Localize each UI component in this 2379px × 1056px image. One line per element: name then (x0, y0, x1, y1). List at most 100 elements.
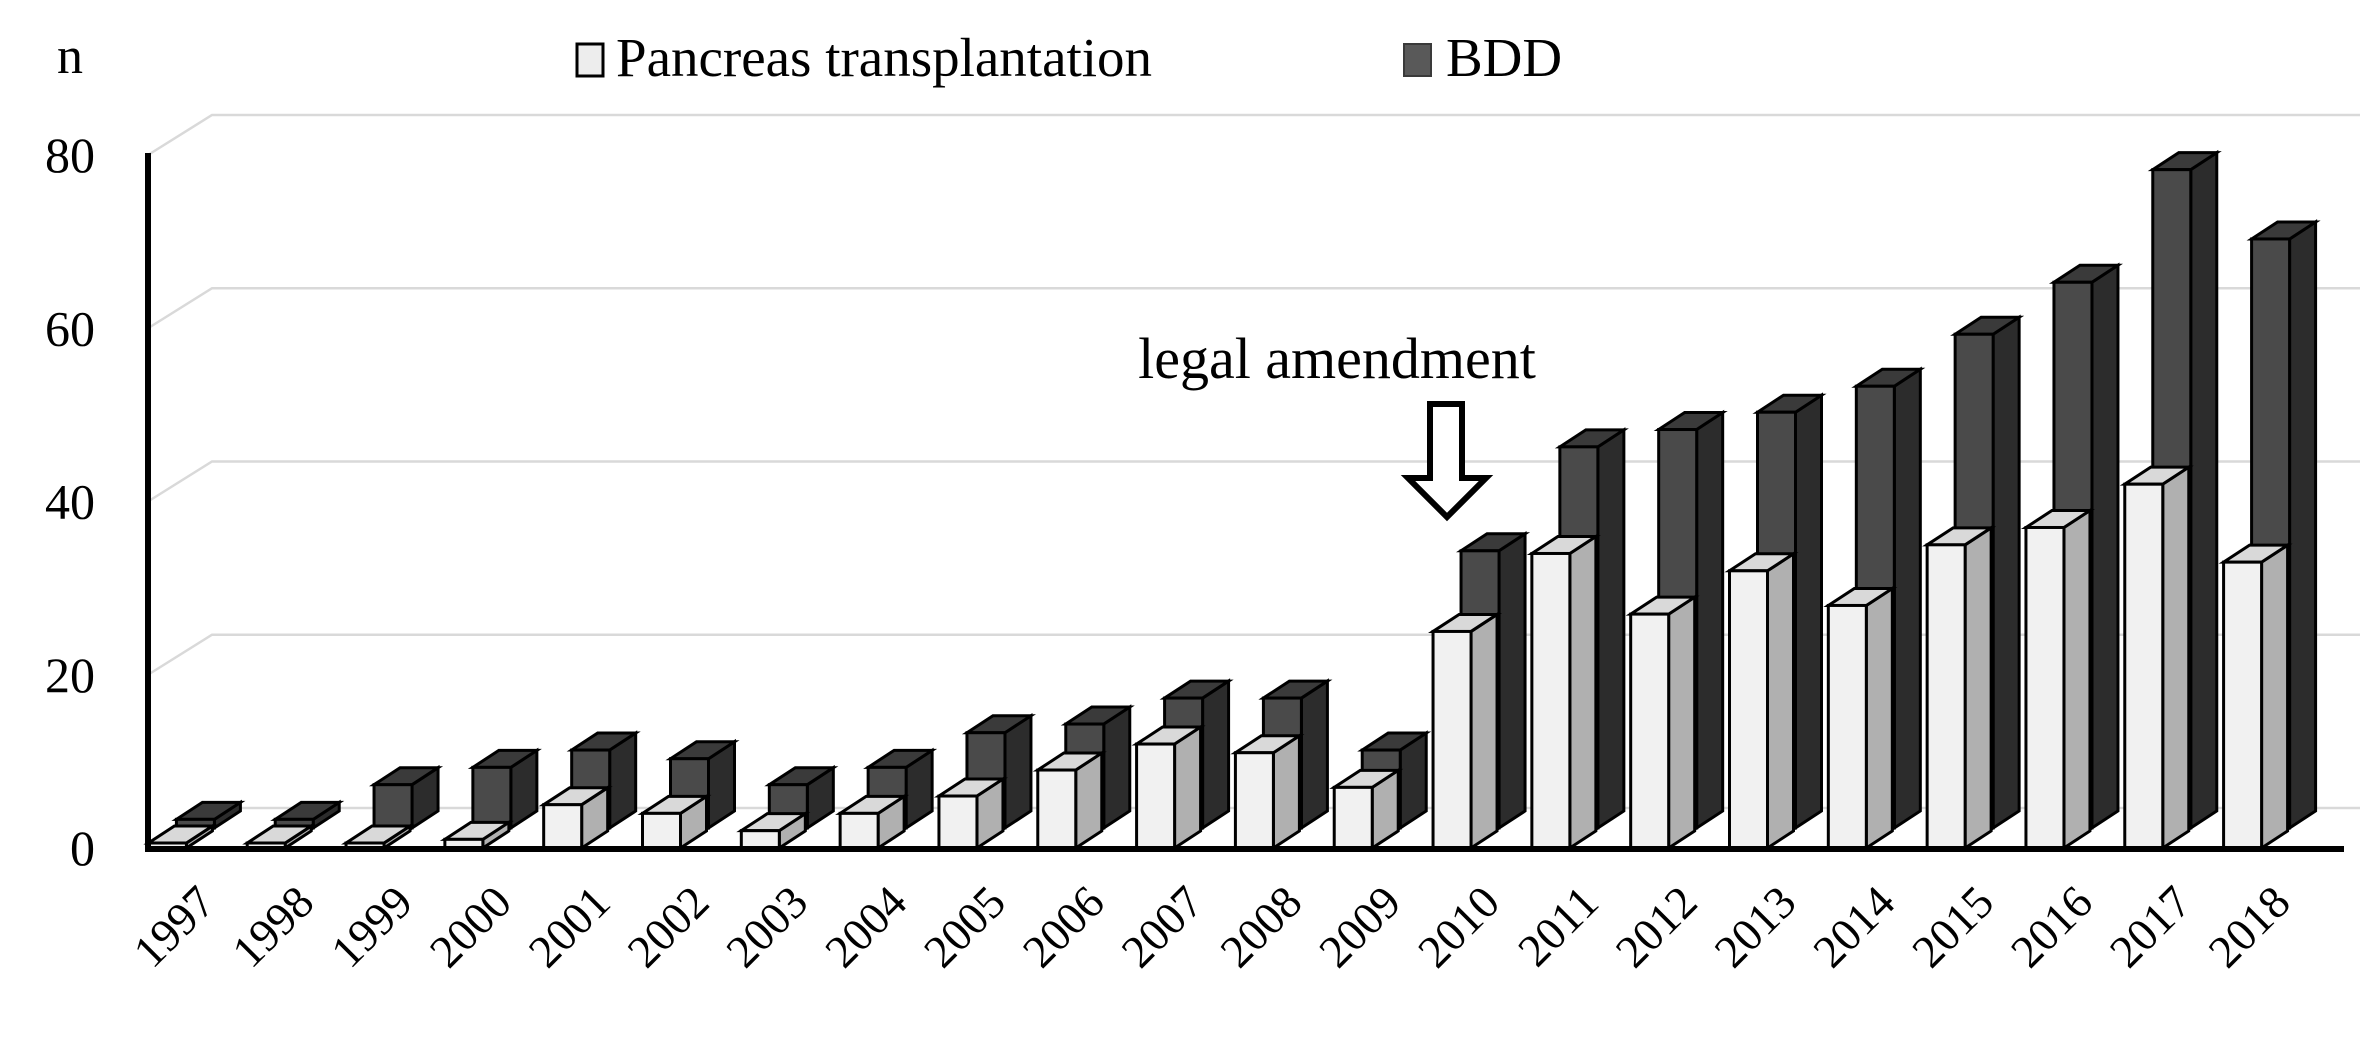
bar-pancreas-2010-front (1431, 629, 1473, 850)
bar-pancreas-2002-front (641, 811, 682, 850)
bar-bdd-2002 (665, 738, 740, 831)
bar-pancreas-2016 (2020, 507, 2095, 851)
bar-pancreas-2015-side (1963, 525, 1993, 851)
bar-pancreas-1999 (341, 823, 416, 851)
bar-pancreas-2006 (1032, 750, 1107, 851)
x-tick-label-2016: 2016 (2001, 876, 2102, 977)
legend-swatch-pancreas (575, 42, 605, 78)
bar-pancreas-2015 (1922, 525, 1997, 851)
annotation-label: legal amendment (1138, 326, 1536, 391)
x-tick-label-2010: 2010 (1408, 876, 1509, 977)
x-tick-label-1999: 1999 (321, 876, 422, 977)
y-tick-label-40: 40 (45, 474, 95, 530)
bar-pancreas-2014-front (1826, 603, 1868, 850)
bar-pancreas-2001 (538, 784, 613, 851)
bar-pancreas-2000 (439, 819, 514, 851)
bar-bdd-2008-side (1299, 678, 1329, 831)
bar-pancreas-2010-side (1469, 611, 1499, 851)
x-tick-label-2017: 2017 (2100, 876, 2201, 977)
y-tick-label-0: 0 (70, 820, 95, 876)
bar-pancreas-2009-front (1332, 785, 1374, 850)
bar-pancreas-2018 (2218, 542, 2293, 851)
bar-pancreas-1997 (143, 823, 218, 851)
x-tick-label-2018: 2018 (2199, 876, 2300, 977)
bar-pancreas-2003-front (739, 829, 781, 850)
bar-pancreas-2008 (1230, 732, 1305, 851)
bar-bdd-1999-front (372, 783, 414, 830)
legend: Pancreas transplantation BDD (575, 27, 1562, 88)
bar-pancreas-2017-side (2161, 464, 2191, 851)
bar-pancreas-2008-front (1233, 751, 1275, 850)
x-axis-labels: 1997199819992000200120022003200420052006… (123, 876, 2299, 977)
bar-pancreas-2001-front (542, 803, 584, 850)
x-tick-label-2002: 2002 (617, 876, 718, 977)
bar-pancreas-2015-front (1925, 543, 1967, 850)
annotation: legal amendment (1138, 326, 1536, 522)
y-tick-label-20: 20 (45, 647, 95, 703)
down-arrow-icon (1400, 401, 1494, 522)
legend-label-pancreas: Pancreas transplantation (616, 27, 1152, 88)
bar-pancreas-2013 (1724, 551, 1799, 851)
bar-pancreas-2005-front (937, 794, 979, 850)
bar-pancreas-2007 (1131, 724, 1206, 851)
bar-pancreas-2002 (637, 793, 712, 851)
bar-pancreas-2014-side (1864, 585, 1894, 851)
x-tick-label-2004: 2004 (815, 876, 916, 977)
y-tick-label-60: 60 (45, 300, 95, 356)
bar-bdd-2011-side (1596, 427, 1626, 831)
bar-pancreas-2006-front (1036, 768, 1078, 850)
x-tick-label-2005: 2005 (914, 876, 1015, 977)
bar-pancreas-2012-front (1629, 612, 1671, 850)
bar-pancreas-2009 (1329, 767, 1404, 851)
bar-pancreas-2017-front (2123, 482, 2165, 850)
bars (143, 149, 2321, 851)
gridline-60 (147, 287, 2360, 330)
bar-bdd-2013-side (1794, 392, 1823, 831)
bar-pancreas-2011-side (1568, 533, 1598, 851)
bar-pancreas-2003 (736, 810, 811, 851)
bar-pancreas-2013-side (1766, 551, 1795, 851)
bar-bdd-2010-side (1497, 531, 1527, 831)
x-tick-label-2007: 2007 (1112, 876, 1213, 977)
y-axis-unit-label: n (57, 28, 83, 85)
x-tick-label-2003: 2003 (716, 876, 817, 977)
bar-pancreas-2008-side (1271, 732, 1301, 851)
axes (145, 153, 2344, 852)
x-tick-label-1998: 1998 (222, 876, 323, 977)
x-tick-label-2006: 2006 (1013, 876, 1114, 977)
x-tick-label-2000: 2000 (420, 876, 521, 977)
bar-bdd-2018-side (2288, 219, 2318, 831)
bar-pancreas-2016-side (2062, 507, 2092, 851)
bar-pancreas-2007-side (1173, 724, 1203, 851)
bar-bdd-2000 (467, 747, 542, 831)
bar-pancreas-2004-front (838, 811, 880, 850)
y-axis-labels: 0 20 40 60 80 (45, 127, 95, 876)
x-tick-label-2015: 2015 (1902, 876, 2003, 977)
bar-bdd-2000-front (471, 765, 513, 830)
bar-bdd-2016-side (2090, 262, 2120, 831)
bar-pancreas-2018-front (2222, 560, 2264, 850)
x-tick-label-2012: 2012 (1606, 876, 1707, 977)
bar-bdd-1999 (369, 764, 444, 831)
bar-bdd-2015-side (1991, 314, 2021, 831)
bar-bdd-2007-side (1201, 678, 1231, 831)
bar-pancreas-2012 (1625, 594, 1700, 851)
bar-pancreas-2016-front (2024, 525, 2066, 850)
y-tick-label-80: 80 (45, 127, 95, 183)
x-tick-label-2011: 2011 (1508, 876, 1608, 976)
bar-pancreas-1998 (242, 823, 317, 851)
bar-pancreas-2018-side (2260, 542, 2290, 851)
x-tick-label-2013: 2013 (1704, 876, 1805, 977)
x-tick-label-2008: 2008 (1210, 876, 1311, 977)
bar-pancreas-2004 (835, 793, 910, 851)
bar-pancreas-2007-front (1135, 742, 1177, 850)
bar-pancreas-2011-front (1530, 551, 1572, 850)
x-tick-label-2009: 2009 (1309, 876, 1410, 977)
bar-pancreas-2013-front (1728, 569, 1769, 850)
bar-bdd-2014-side (1892, 366, 1922, 831)
bar-bdd-1997 (171, 799, 246, 831)
x-tick-label-2001: 2001 (519, 876, 620, 977)
bar-bdd-2005-side (1003, 712, 1033, 831)
